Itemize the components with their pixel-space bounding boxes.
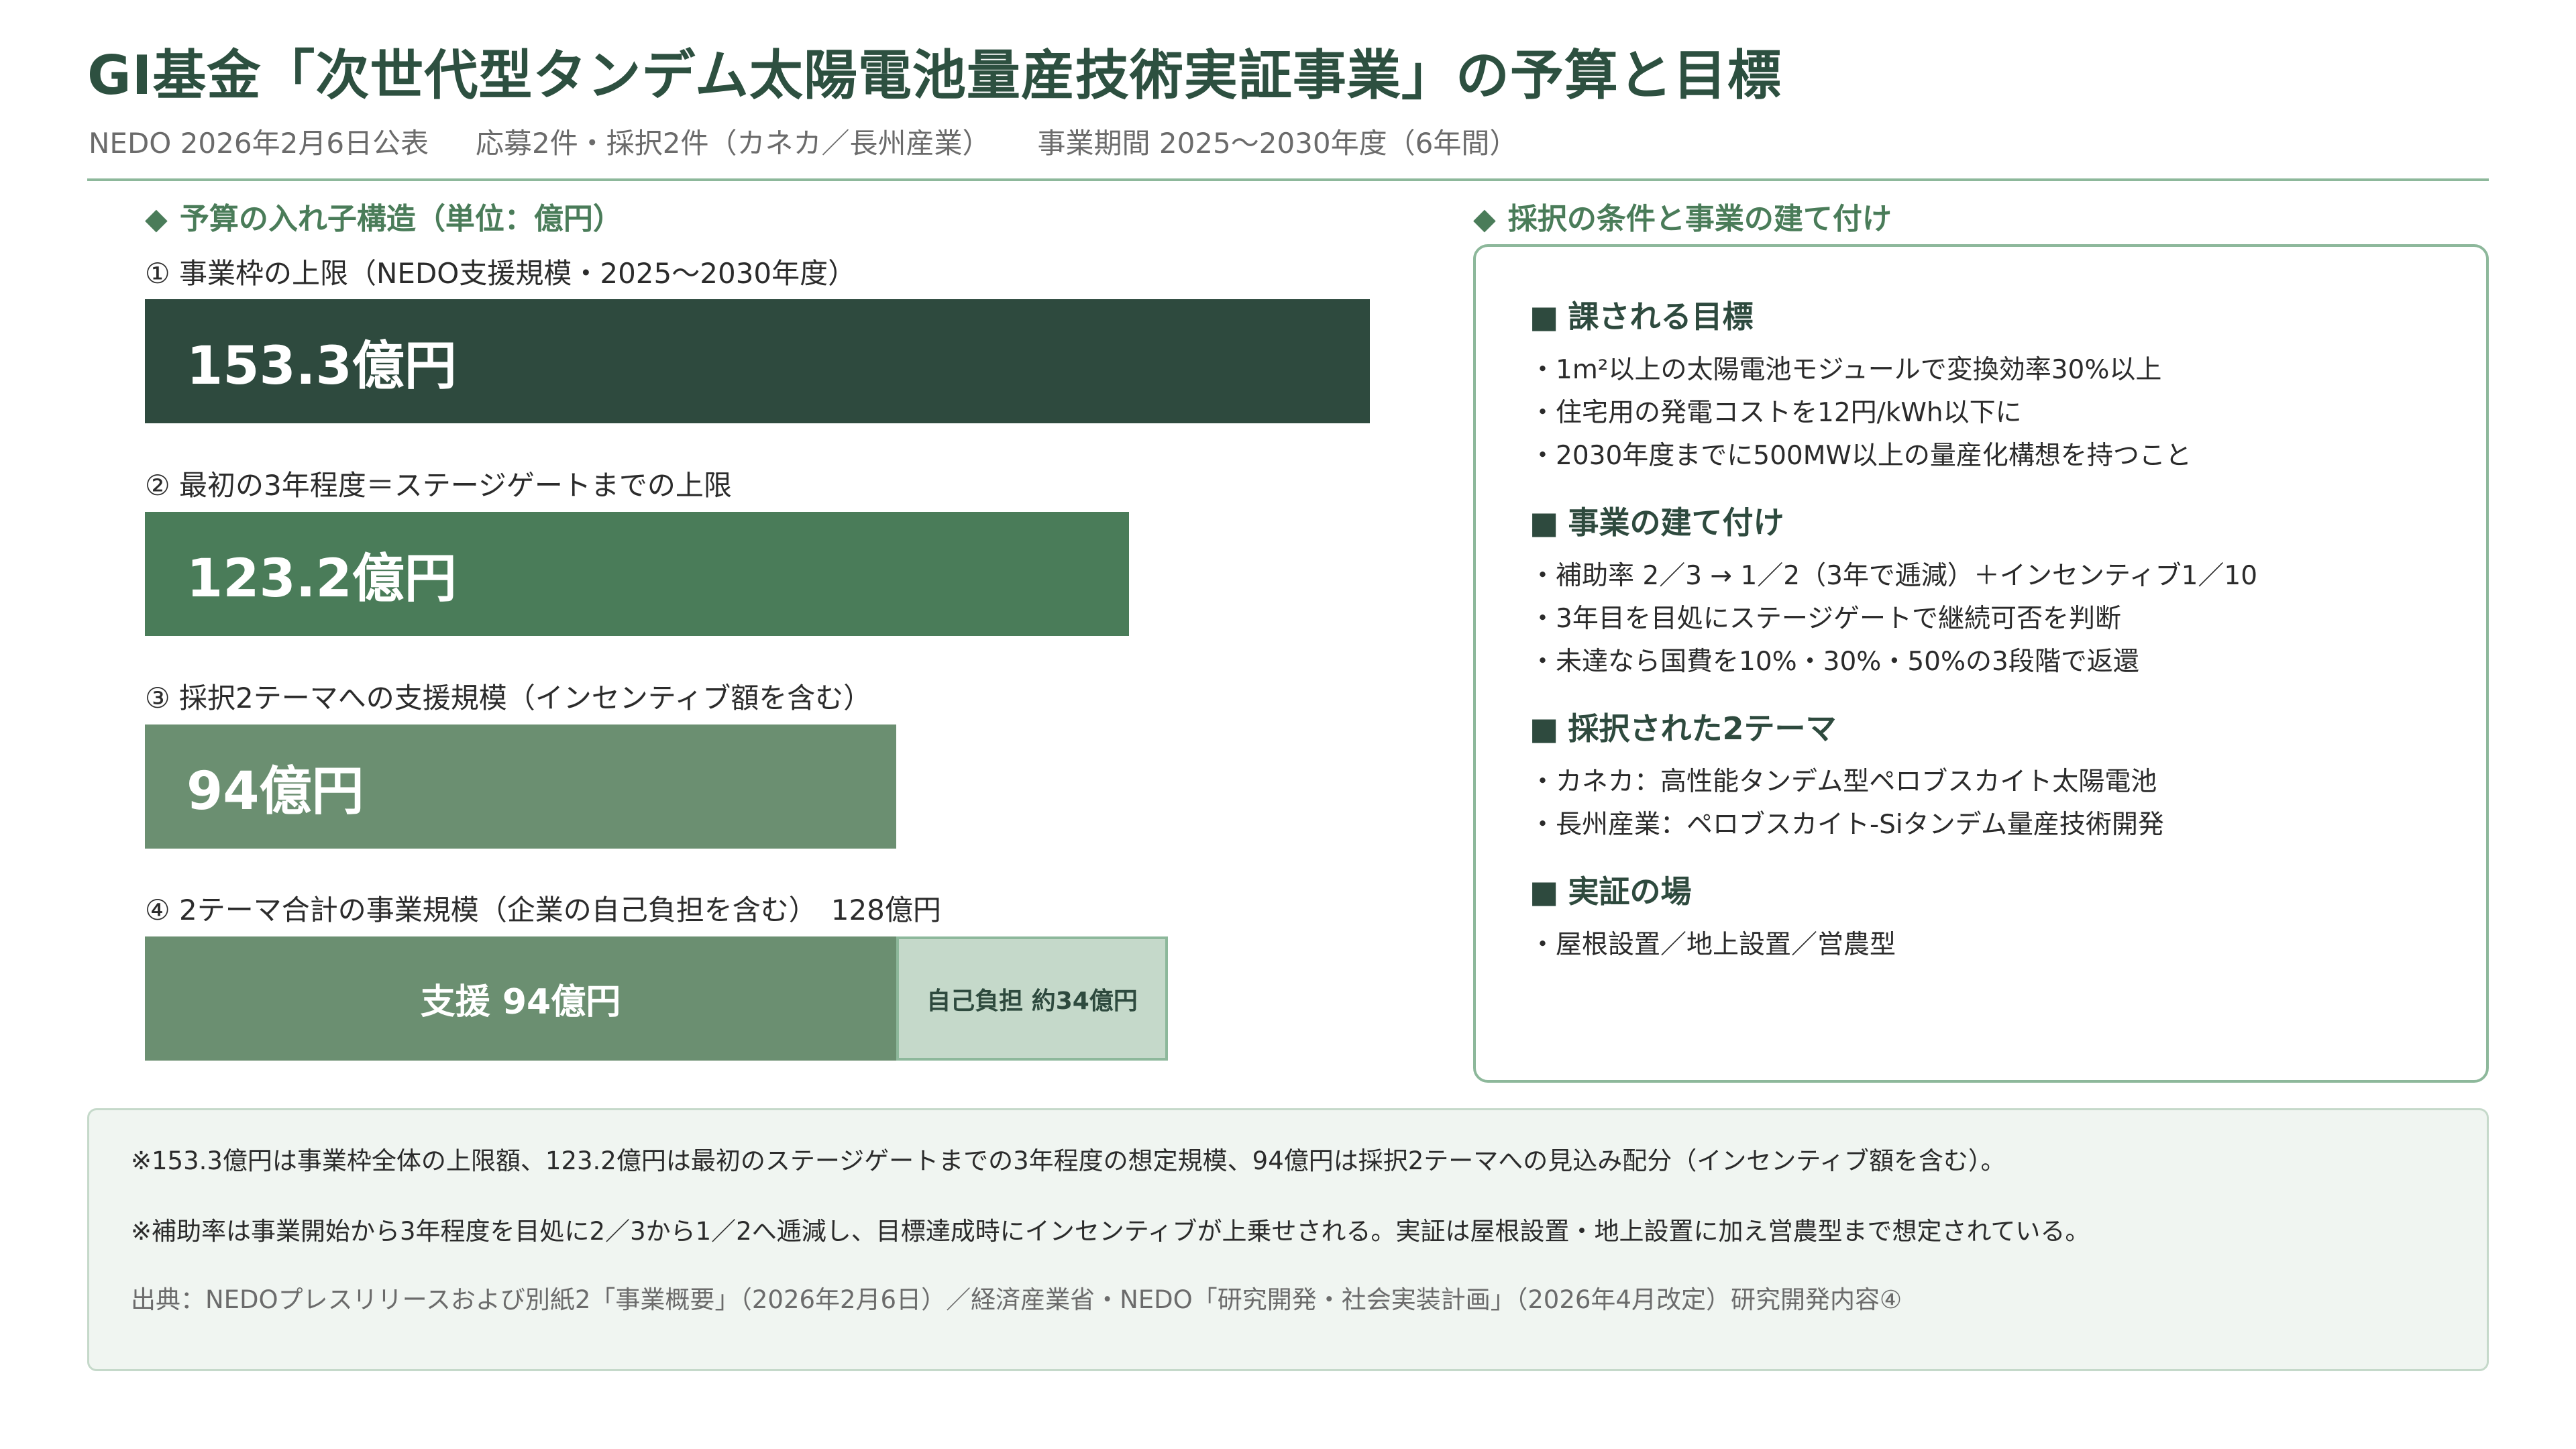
budget-section-heading: ◆ 予算の入れ子構造（単位：億円） — [145, 195, 623, 237]
bar-ceiling: 153.3億円 — [145, 299, 1370, 423]
square-icon: ■ — [1529, 299, 1559, 335]
conditions-section-heading: ◆ 採択の条件と事業の建て付け — [1473, 195, 1892, 237]
square-icon: ■ — [1529, 504, 1559, 541]
subtitle-period: 事業期間 2025〜2030年度（6年間） — [1037, 127, 1518, 160]
panel-item: ・屋根設置／地上設置／営農型 — [1529, 930, 1896, 960]
conditions-panel: ■ 課される目標 ・1m²以上の太陽電池モジュールで変換効率30%以上 ・住宅用の… — [1473, 244, 2489, 1083]
bar-label-1: ① 事業枠の上限（NEDO支援規模・2025〜2030年度） — [145, 257, 857, 290]
bar-value-label-3: 94億円 — [186, 761, 364, 822]
diamond-icon: ◆ — [145, 202, 168, 236]
notes-box: ※153.3億円は事業枠全体の上限額、123.2億円は最初のステージゲートまでの… — [87, 1108, 2489, 1371]
page-subtitle: NEDO 2026年2月6日公表 応募2件・採択2件（カネカ／長州産業） 事業期間 … — [89, 121, 1564, 162]
header-divider — [87, 178, 2489, 181]
square-icon: ■ — [1529, 710, 1559, 747]
panel-item: ・カネカ：高性能タンデム型ペロブスカイト太陽電池 — [1529, 767, 2157, 797]
bar-value-label-2: 123.2億円 — [186, 548, 457, 609]
bar-label-3: ③ 採択2テーマへの支援規模（インセンティブ額を含む） — [145, 682, 872, 714]
panel-item: ・3年目を目処にステージゲートで継続可否を判断 — [1529, 604, 2122, 634]
panel-block-themes: ■ 採択された2テーマ ・カネカ：高性能タンデム型ペロブスカイト太陽電池 ・長州産… — [1529, 704, 2164, 847]
bar-support: 94億円 — [145, 724, 896, 849]
segment-support: 支援 94億円 — [145, 936, 896, 1061]
stacked-bar-total: 支援 94億円 自己負担 約34億円 — [145, 936, 1168, 1061]
diamond-icon: ◆ — [1473, 202, 1496, 236]
conditions-section-title: 採択の条件と事業の建て付け — [1507, 202, 1892, 236]
panel-block-targets: ■ 課される目標 ・1m²以上の太陽電池モジュールで変換効率30%以上 ・住宅用の… — [1529, 292, 2192, 478]
panel-item: ・補助率 2／3 → 1／2（3年で逓減）＋インセンティブ1／10 — [1529, 561, 2258, 591]
note-budget: ※153.3億円は事業枠全体の上限額、123.2億円は最初のステージゲートまでの… — [131, 1146, 2006, 1175]
panel-heading-targets: ■ 課される目標 — [1529, 299, 1754, 335]
bar-label-4: ④ 2テーマ合計の事業規模（企業の自己負担を含む） 128億円 — [145, 894, 941, 926]
panel-item: ・2030年度までに500MW以上の量産化構想を持つこと — [1529, 441, 2192, 471]
panel-item: ・長州産業：ペロブスカイト-Siタンデム量産技術開発 — [1529, 810, 2164, 840]
source-citation: 出典：NEDOプレスリリースおよび別紙2「事業概要」（2026年2月6日）／経済… — [131, 1285, 1902, 1314]
panel-item: ・住宅用の発電コストを12円/kWh以下に — [1529, 398, 2022, 428]
bar-value-label-1: 153.3億円 — [186, 335, 457, 396]
subtitle-publication: NEDO 2026年2月6日公表 — [89, 127, 429, 160]
panel-block-structure: ■ 事業の建て付け ・補助率 2／3 → 1／2（3年で逓減）＋インセンティブ1／… — [1529, 498, 2257, 684]
segment-self-funding: 自己負担 約34億円 — [896, 936, 1168, 1061]
subtitle-applications: 応募2件・採択2件（カネカ／長州産業） — [476, 127, 991, 160]
panel-heading-structure: ■ 事業の建て付け — [1529, 504, 1784, 541]
square-icon: ■ — [1529, 873, 1559, 910]
note-subsidy: ※補助率は事業開始から3年程度を目処に2／3から1／2へ逓減し、目標達成時にイン… — [131, 1217, 2090, 1246]
panel-heading-themes: ■ 採択された2テーマ — [1529, 710, 1837, 747]
budget-section-title: 予算の入れ子構造（単位：億円） — [179, 202, 623, 236]
panel-heading-sites: ■ 実証の場 — [1529, 873, 1692, 910]
bar-label-2: ② 最初の3年程度＝ステージゲートまでの上限 — [145, 469, 732, 502]
panel-item: ・1m²以上の太陽電池モジュールで変換効率30%以上 — [1529, 355, 2162, 385]
page-title: GI基金「次世代型タンデム太陽電池量産技術実証事業」の予算と目標 — [87, 44, 1782, 107]
panel-block-sites: ■ 実証の場 ・屋根設置／地上設置／営農型 — [1529, 867, 1896, 967]
bar-stage-gate: 123.2億円 — [145, 512, 1129, 636]
panel-item: ・未達なら国費を10%・30%・50%の3段階で返還 — [1529, 647, 2139, 677]
